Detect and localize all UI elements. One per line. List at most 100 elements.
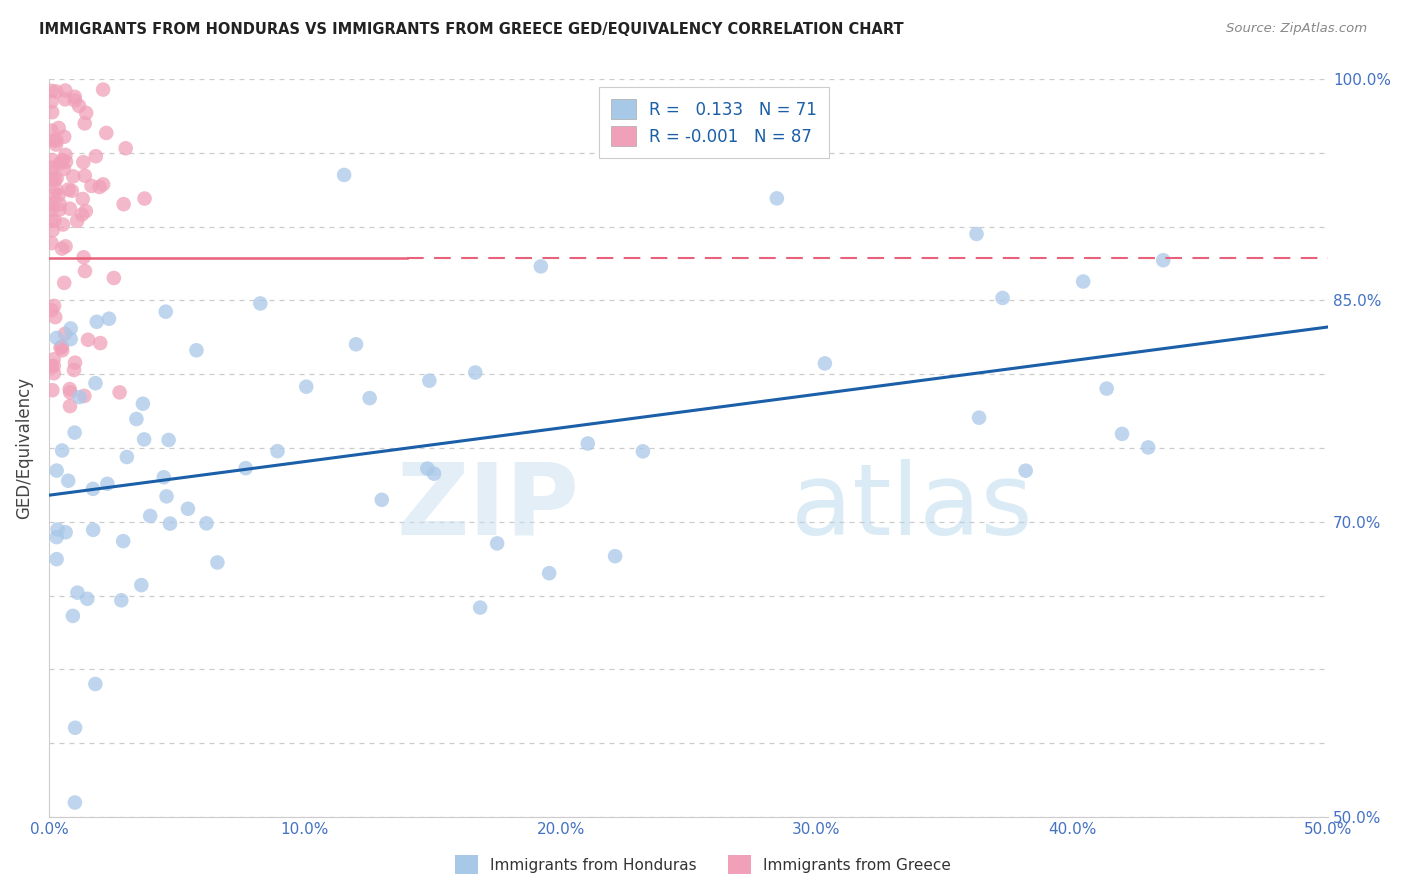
- Point: [76, 591, 98, 606]
- Point: [55, 525, 77, 540]
- Point: [44, 310, 66, 325]
- Point: [84, 677, 107, 691]
- Point: [51, 242, 73, 256]
- Point: [464, 366, 486, 380]
- Text: Source: ZipAtlas.com: Source: ZipAtlas.com: [1226, 22, 1367, 36]
- Point: [80, 178, 103, 193]
- Text: atlas: atlas: [792, 458, 1032, 556]
- Point: [52, 162, 75, 177]
- Point: [538, 566, 561, 581]
- Point: [91, 82, 114, 96]
- Point: [55, 148, 77, 162]
- Point: [814, 356, 837, 370]
- Point: [359, 391, 381, 405]
- Point: [73, 169, 96, 183]
- Point: [125, 412, 148, 426]
- Point: [41, 383, 63, 397]
- Legend: R =   0.133   N = 71, R = -0.001   N = 87: R = 0.133 N = 71, R = -0.001 N = 87: [599, 87, 830, 158]
- Point: [48, 202, 70, 217]
- Point: [73, 389, 96, 403]
- Point: [41, 303, 63, 318]
- Point: [51, 443, 73, 458]
- Point: [344, 337, 367, 351]
- Point: [96, 126, 118, 140]
- Point: [966, 227, 988, 241]
- Point: [41, 172, 63, 186]
- Point: [45, 552, 67, 566]
- Point: [152, 470, 174, 484]
- Point: [195, 516, 218, 531]
- Point: [63, 796, 86, 810]
- Point: [91, 178, 114, 192]
- Y-axis label: GED/Equivalency: GED/Equivalency: [15, 377, 32, 519]
- Point: [53, 276, 76, 290]
- Point: [56, 474, 79, 488]
- Point: [155, 489, 177, 503]
- Point: [157, 433, 180, 447]
- Point: [631, 444, 654, 458]
- Point: [139, 508, 162, 523]
- Point: [63, 356, 86, 370]
- Point: [249, 296, 271, 310]
- Point: [59, 382, 82, 396]
- Point: [45, 331, 67, 345]
- Point: [66, 585, 89, 599]
- Point: [53, 326, 76, 341]
- Point: [69, 390, 91, 404]
- Point: [45, 530, 67, 544]
- Point: [44, 173, 66, 187]
- Point: [75, 106, 97, 120]
- Point: [112, 534, 135, 549]
- Point: [207, 556, 229, 570]
- Point: [44, 213, 66, 227]
- Point: [131, 578, 153, 592]
- Point: [70, 207, 93, 221]
- Point: [82, 482, 104, 496]
- Point: [530, 260, 553, 274]
- Point: [41, 198, 63, 212]
- Point: [967, 410, 990, 425]
- Point: [41, 196, 63, 211]
- Point: [84, 149, 107, 163]
- Point: [60, 184, 83, 198]
- Point: [41, 236, 63, 251]
- Point: [59, 399, 82, 413]
- Point: [42, 223, 65, 237]
- Point: [73, 264, 96, 278]
- Point: [63, 363, 86, 377]
- Point: [63, 90, 86, 104]
- Point: [468, 600, 491, 615]
- Point: [114, 141, 136, 155]
- Point: [45, 171, 67, 186]
- Point: [41, 153, 63, 167]
- Point: [42, 352, 65, 367]
- Point: [1095, 382, 1118, 396]
- Point: [991, 291, 1014, 305]
- Point: [72, 192, 94, 206]
- Point: [48, 120, 70, 135]
- Legend: Immigrants from Honduras, Immigrants from Greece: Immigrants from Honduras, Immigrants fro…: [450, 849, 956, 880]
- Point: [766, 191, 789, 205]
- Point: [45, 133, 67, 147]
- Point: [53, 92, 76, 106]
- Point: [49, 156, 72, 170]
- Point: [59, 385, 82, 400]
- Point: [59, 332, 82, 346]
- Point: [67, 99, 90, 113]
- Point: [108, 385, 131, 400]
- Point: [51, 340, 73, 354]
- Point: [52, 218, 75, 232]
- Point: [159, 516, 181, 531]
- Point: [45, 85, 67, 99]
- Point: [63, 94, 86, 108]
- Point: [82, 523, 104, 537]
- Point: [41, 213, 63, 227]
- Point: [89, 180, 111, 194]
- Point: [1111, 426, 1133, 441]
- Point: [333, 168, 356, 182]
- Text: IMMIGRANTS FROM HONDURAS VS IMMIGRANTS FROM GREECE GED/EQUIVALENCY CORRELATION C: IMMIGRANTS FROM HONDURAS VS IMMIGRANTS F…: [39, 22, 904, 37]
- Point: [132, 397, 155, 411]
- Point: [41, 166, 63, 180]
- Point: [51, 343, 73, 358]
- Point: [603, 549, 626, 564]
